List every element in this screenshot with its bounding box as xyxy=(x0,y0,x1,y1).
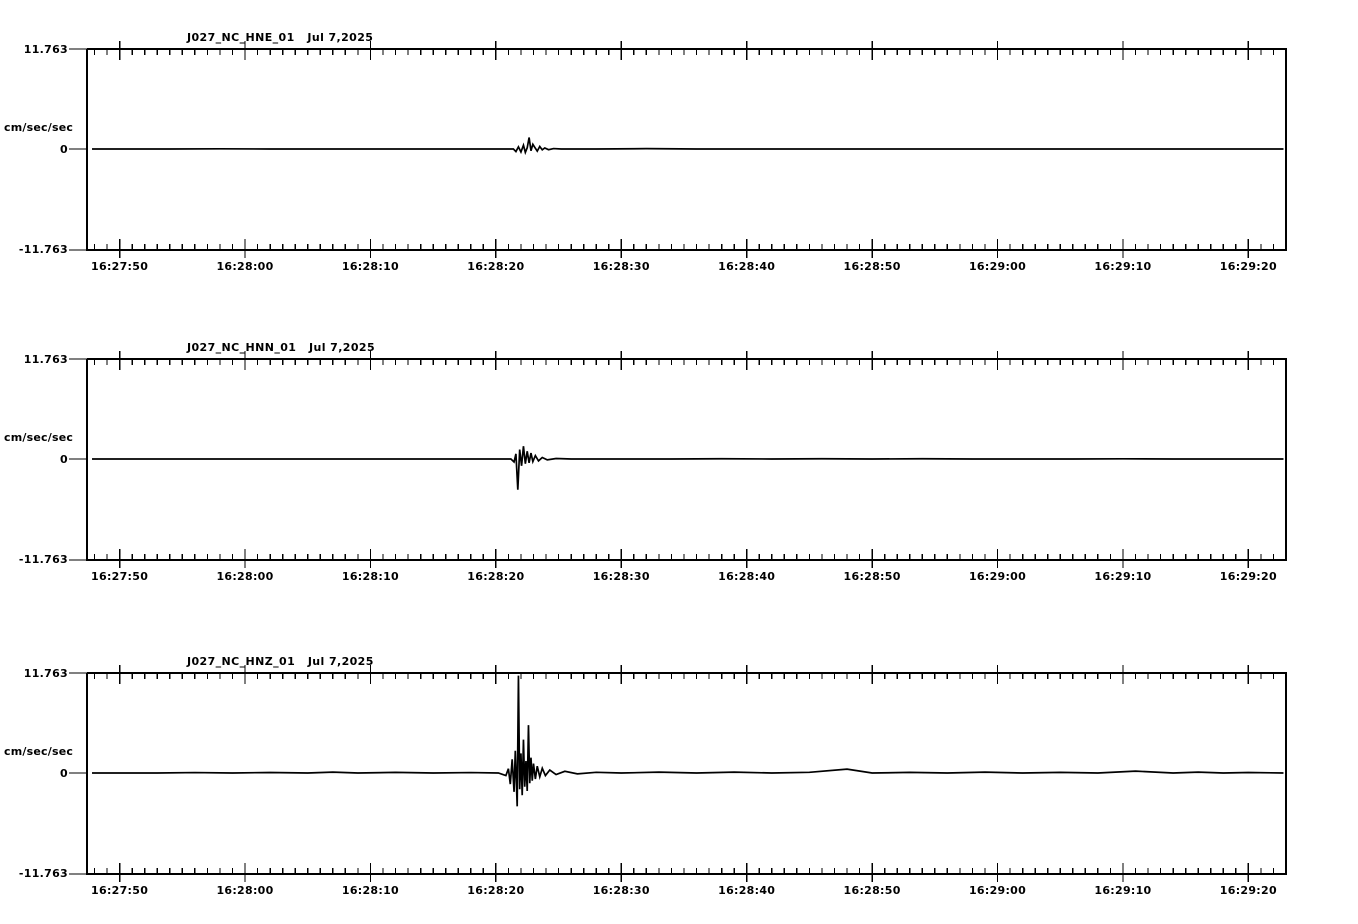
x-tick-label: 16:29:20 xyxy=(1219,260,1277,273)
x-tick-label: 16:29:00 xyxy=(968,260,1027,273)
x-tick-label: 16:28:50 xyxy=(843,260,901,273)
y-tick-max-hnn: 11.763 xyxy=(23,353,68,366)
y-tick-zero-hnz: 0 xyxy=(60,767,68,780)
x-tick-label: 16:28:10 xyxy=(341,570,399,583)
panel-hne: J027_NC_HNE_01 Jul 7,2025 cm/sec/sec 11.… xyxy=(0,0,1358,300)
x-tick-label: 16:28:40 xyxy=(718,570,776,583)
x-tick-label: 16:27:50 xyxy=(91,884,149,897)
x-tick-label: 16:28:50 xyxy=(843,570,901,583)
x-tick-label: 16:28:40 xyxy=(718,884,776,897)
x-tick-label: 16:28:30 xyxy=(592,260,650,273)
axis-ticks-hnn xyxy=(69,351,1287,568)
y-tick-zero-hne: 0 xyxy=(60,143,68,156)
x-tick-label: 16:28:30 xyxy=(592,884,650,897)
plot-area-hnz xyxy=(69,665,1287,882)
panel-title-hnn: J027_NC_HNN_01 Jul 7,2025 xyxy=(187,341,376,354)
x-tick-label: 16:28:10 xyxy=(341,260,399,273)
y-tick-max-hne: 11.763 xyxy=(23,43,68,56)
y-axis-unit-label-hnz: cm/sec/sec xyxy=(4,745,74,758)
y-tick-zero-hnn: 0 xyxy=(60,453,68,466)
x-tick-label: 16:29:00 xyxy=(968,884,1027,897)
x-tick-label: 16:28:20 xyxy=(467,570,525,583)
x-tick-label: 16:27:50 xyxy=(91,570,149,583)
plot-area-hnn xyxy=(69,351,1287,568)
panel-hnz: J027_NC_HNZ_01 Jul 7,2025 cm/sec/sec 11.… xyxy=(0,615,1358,924)
panel-title-hnz: J027_NC_HNZ_01 Jul 7,2025 xyxy=(187,655,374,668)
y-axis-unit-label-hne: cm/sec/sec xyxy=(4,121,74,134)
x-tick-label: 16:28:00 xyxy=(216,570,274,583)
x-tick-label: 16:28:10 xyxy=(341,884,399,897)
y-tick-min-hne: -11.763 xyxy=(18,243,68,256)
y-axis-unit-label-hnn: cm/sec/sec xyxy=(4,431,74,444)
y-tick-min-hnn: -11.763 xyxy=(18,553,68,566)
plot-area-hne xyxy=(69,41,1287,258)
x-tick-label: 16:28:30 xyxy=(592,570,650,583)
x-tick-label: 16:28:20 xyxy=(467,884,525,897)
x-tick-label: 16:28:20 xyxy=(467,260,525,273)
x-tick-label: 16:28:40 xyxy=(718,260,776,273)
panel-title-hne: J027_NC_HNE_01 Jul 7,2025 xyxy=(187,31,374,44)
x-tick-label: 16:28:50 xyxy=(843,884,901,897)
y-tick-max-hnz: 11.763 xyxy=(23,667,68,680)
waveform-trace-hnz xyxy=(92,675,1284,807)
waveform-trace-hnn xyxy=(92,446,1284,490)
waveform-trace-hne xyxy=(92,137,1284,156)
x-tick-label: 16:29:20 xyxy=(1219,884,1277,897)
x-tick-label: 16:29:00 xyxy=(968,570,1027,583)
x-tick-label: 16:29:10 xyxy=(1094,570,1152,583)
x-tick-label: 16:29:10 xyxy=(1094,260,1152,273)
x-tick-label: 16:28:00 xyxy=(216,260,274,273)
x-tick-label: 16:28:00 xyxy=(216,884,274,897)
x-tick-label: 16:27:50 xyxy=(91,260,149,273)
axis-ticks-hnz xyxy=(69,665,1287,882)
panel-hnn: J027_NC_HNN_01 Jul 7,2025 cm/sec/sec 11.… xyxy=(0,308,1358,608)
x-tick-label: 16:29:10 xyxy=(1094,884,1152,897)
axis-ticks-hne xyxy=(69,41,1287,258)
x-tick-label: 16:29:20 xyxy=(1219,570,1277,583)
y-tick-min-hnz: -11.763 xyxy=(18,867,68,880)
